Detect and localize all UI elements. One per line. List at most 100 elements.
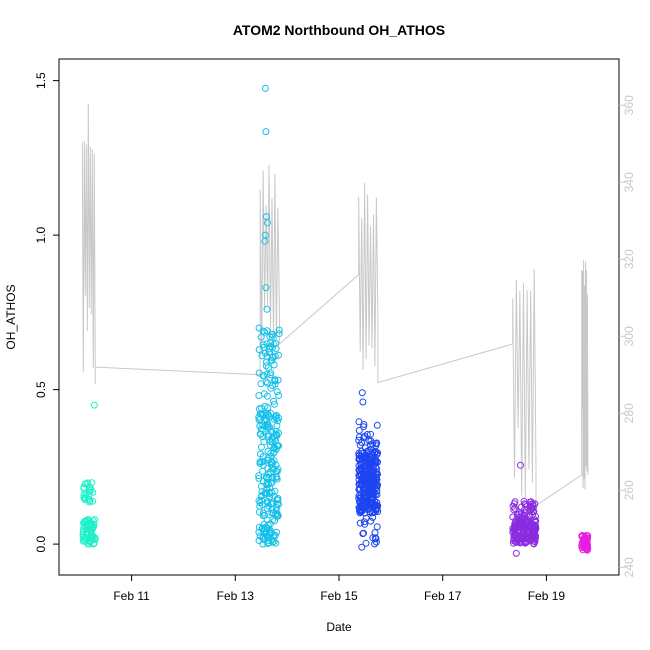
- data-point: [260, 457, 268, 465]
- series-2: [255, 84, 283, 548]
- data-point: [264, 540, 272, 548]
- data-point: [263, 379, 271, 387]
- data-point: [261, 402, 269, 410]
- data-point: [373, 523, 381, 531]
- data-point: [267, 428, 275, 436]
- data-point: [273, 528, 281, 536]
- data-point: [275, 392, 283, 399]
- data-point: [262, 410, 270, 417]
- data-point: [262, 362, 270, 370]
- data-point: [273, 442, 281, 450]
- data-point-outlier: [261, 84, 269, 92]
- data-point: [264, 499, 272, 507]
- data-point: [268, 356, 276, 364]
- data-point: [373, 470, 381, 478]
- data-point: [524, 519, 532, 527]
- y-tick-label: 0.5: [34, 381, 48, 398]
- data-point: [89, 497, 97, 505]
- data-point: [264, 454, 272, 462]
- data-point: [371, 475, 379, 483]
- data-point: [270, 400, 278, 408]
- data-point-outlier: [265, 349, 273, 356]
- data-point: [367, 430, 374, 438]
- data-point: [267, 339, 275, 347]
- data-point: [361, 476, 368, 484]
- data-point: [256, 502, 264, 510]
- data-point: [271, 435, 279, 443]
- data-point: [260, 390, 268, 398]
- data-point: [272, 345, 280, 353]
- data-point: [273, 422, 281, 430]
- y-tick-label: 0.0: [34, 535, 48, 552]
- data-point: [275, 351, 282, 359]
- data-point-outlier: [517, 461, 524, 469]
- data-point: [85, 523, 93, 531]
- data-point: [271, 376, 279, 384]
- data-point: [275, 330, 283, 338]
- data-point: [255, 472, 263, 480]
- data-point: [531, 516, 539, 524]
- data-point: [360, 454, 368, 461]
- data-point-outlier: [371, 534, 379, 542]
- y-tick-label: 1.5: [34, 72, 48, 89]
- data-point: [529, 500, 537, 508]
- data-point-outlier: [262, 128, 270, 136]
- data-point: [268, 331, 276, 338]
- data-point: [355, 486, 363, 494]
- data-point: [259, 341, 267, 349]
- data-point-outlier: [262, 284, 270, 292]
- plot-area: [79, 84, 592, 557]
- data-point: [355, 462, 363, 470]
- data-point: [259, 453, 267, 461]
- chart-title: ATOM2 Northbound OH_ATHOS: [233, 22, 445, 38]
- data-point: [511, 498, 519, 506]
- data-point: [257, 492, 265, 500]
- series-1: [79, 401, 99, 548]
- data-point: [85, 498, 93, 506]
- data-point: [86, 483, 94, 491]
- data-point: [530, 526, 538, 534]
- data-point: [356, 519, 364, 527]
- data-point: [264, 432, 272, 440]
- data-point: [371, 529, 379, 537]
- data-point-outlier: [80, 491, 88, 499]
- right-y-tick-label: 340: [622, 172, 636, 192]
- data-point: [523, 538, 531, 546]
- data-point: [367, 472, 374, 480]
- data-point: [273, 411, 280, 419]
- data-point: [268, 434, 276, 442]
- data-point-outlier: [359, 398, 367, 406]
- data-point: [373, 421, 381, 429]
- data-point: [261, 328, 269, 336]
- data-point: [368, 458, 376, 466]
- right-y-tick-label: 320: [622, 249, 636, 269]
- data-point: [367, 489, 375, 497]
- data-point: [273, 496, 281, 503]
- data-point: [263, 478, 271, 486]
- data-point: [87, 537, 95, 545]
- data-point: [260, 438, 268, 446]
- data-point: [265, 488, 273, 496]
- data-point: [372, 507, 380, 515]
- data-point: [88, 479, 96, 487]
- right-y-tick-label: 360: [622, 95, 636, 115]
- data-point: [79, 537, 87, 545]
- data-point: [256, 458, 264, 466]
- data-point: [524, 534, 532, 542]
- data-point: [256, 499, 264, 507]
- data-point: [266, 371, 274, 379]
- data-point: [357, 466, 365, 474]
- data-point: [272, 539, 280, 547]
- data-point: [584, 544, 592, 552]
- data-point: [79, 533, 87, 541]
- data-point: [363, 489, 370, 497]
- data-point: [269, 474, 277, 482]
- data-point: [522, 501, 530, 509]
- data-point: [518, 532, 526, 540]
- data-point: [525, 513, 533, 521]
- data-point: [370, 500, 378, 508]
- axes: Feb 11 Feb 13 Feb 15 Feb 17 Feb 19 0.0 0.5 1.0 1…: [34, 72, 636, 603]
- data-point: [583, 532, 590, 539]
